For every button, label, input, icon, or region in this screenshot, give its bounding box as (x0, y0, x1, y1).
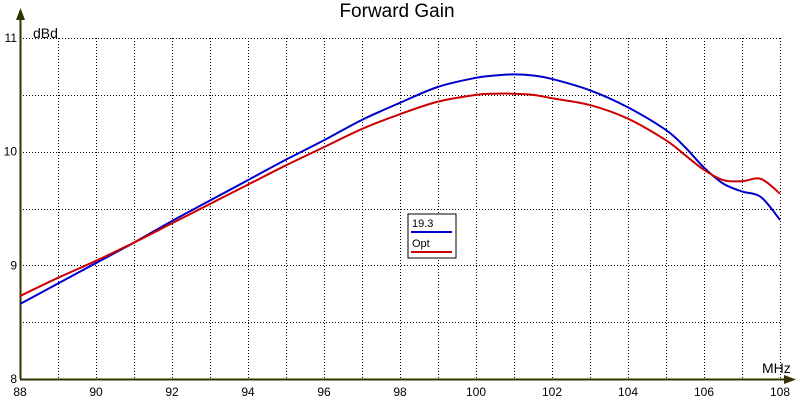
x-tick-label: 98 (393, 385, 407, 399)
series-line-opt (19, 92, 781, 297)
x-tick-label: 100 (466, 385, 486, 399)
x-axis-arrow (784, 375, 796, 384)
x-tick-label: 106 (694, 385, 714, 399)
x-tick-label: 108 (770, 385, 790, 399)
grid-lines (20, 38, 781, 379)
x-tick-label: 102 (542, 385, 562, 399)
legend-box (407, 213, 457, 259)
y-tick-label: 8 (10, 372, 17, 386)
y-tick-label: 9 (10, 258, 17, 272)
legend-label-19-3: 19.3 (412, 218, 433, 230)
legend-label-opt: Opt (412, 238, 430, 250)
x-tick-label: 104 (618, 385, 638, 399)
x-axis-label: MHz (762, 360, 791, 376)
y-axis-label: dBd (33, 25, 58, 41)
series-lines (19, 73, 781, 305)
legend: 19.3 Opt (407, 213, 457, 259)
x-tick-label: 96 (317, 385, 331, 399)
y-tick-label: 11 (5, 31, 18, 45)
x-tick-label: 88 (13, 385, 27, 399)
y-axis-arrow (16, 8, 25, 20)
x-tick-label: 92 (165, 385, 179, 399)
series-line-19-3 (19, 73, 781, 305)
x-tick-label: 90 (89, 385, 103, 399)
chart-title: Forward Gain (339, 1, 454, 22)
tick-labels: 88 90 92 94 96 98 100 102 104 106 108 8 9 10 11 (4, 31, 791, 399)
axes (16, 8, 796, 384)
x-tick-label: 94 (241, 385, 255, 399)
y-tick-label: 10 (4, 145, 18, 159)
